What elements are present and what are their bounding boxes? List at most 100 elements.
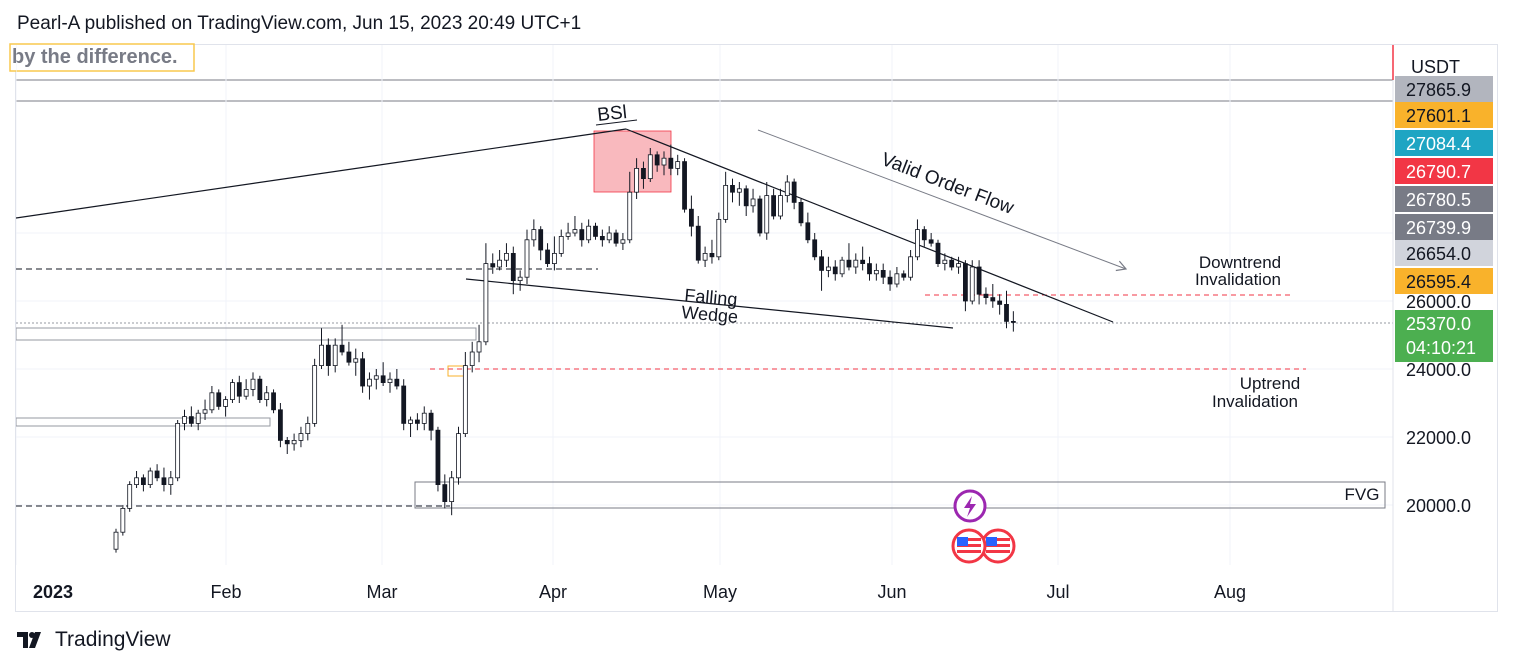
candle <box>983 293 989 299</box>
candle <box>654 154 660 166</box>
fvg-zone <box>414 481 1386 509</box>
bsl-underline <box>595 119 638 126</box>
candle <box>284 439 290 445</box>
candle <box>976 266 982 295</box>
candle <box>271 392 276 411</box>
candle <box>298 433 304 441</box>
candle <box>641 167 646 179</box>
candle <box>140 477 146 485</box>
candle <box>963 263 968 302</box>
candle <box>497 259 503 268</box>
candle <box>127 484 133 509</box>
note-text: by the difference. <box>12 46 178 68</box>
supply-zone <box>16 327 477 341</box>
order-block <box>447 365 465 377</box>
candle <box>449 477 455 502</box>
candle <box>675 161 681 169</box>
candle <box>243 388 249 397</box>
candle <box>216 392 222 407</box>
candle <box>435 429 441 486</box>
candle <box>593 225 598 237</box>
price-label-bg <box>1395 214 1493 240</box>
candle <box>757 198 763 234</box>
candle <box>689 208 694 227</box>
candle <box>223 399 229 407</box>
candle <box>798 201 804 224</box>
downtrend-invalidation-label: Invalidation <box>1195 270 1281 289</box>
order-flow-arrow <box>757 129 1128 272</box>
candle <box>997 300 1003 305</box>
candle <box>736 188 742 193</box>
candle <box>867 263 872 275</box>
candle <box>915 229 920 258</box>
candle <box>805 222 811 241</box>
candle <box>462 365 468 435</box>
x-tick-label: May <box>703 582 737 602</box>
candle <box>709 252 715 258</box>
candle <box>839 259 845 275</box>
price-label-bg <box>1395 240 1493 266</box>
candle <box>661 157 667 166</box>
candle <box>332 344 338 367</box>
candle <box>264 392 270 400</box>
lightning-icon[interactable] <box>953 489 987 523</box>
candle <box>182 416 187 424</box>
candle <box>702 252 708 261</box>
x-tick-label: Jul <box>1046 582 1069 602</box>
chart-frame <box>15 44 1498 612</box>
plot-area <box>16 45 1393 565</box>
price-axis[interactable]: 26000.0 24000.0 22000.0 20000.0 27865.9 27601… <box>1395 76 1493 516</box>
price-label: 26790.7 <box>1406 162 1471 182</box>
note-box: by the difference. <box>9 43 195 72</box>
countdown-timer: 04:10:21 <box>1406 338 1476 358</box>
candle <box>257 378 263 401</box>
candle <box>277 409 283 441</box>
publisher-line: Pearl-A published on TradingView.com, Ju… <box>17 13 582 34</box>
bsl-label: BSl <box>596 102 628 126</box>
wedge-label: Wedge <box>681 302 739 327</box>
candle <box>832 266 838 275</box>
candle <box>305 422 311 434</box>
candle <box>750 198 756 207</box>
candle <box>147 470 153 486</box>
candle <box>579 229 585 241</box>
candle <box>942 259 948 265</box>
candle <box>188 416 194 424</box>
candle <box>558 235 564 254</box>
candle <box>887 276 893 285</box>
price-label-bg <box>1395 186 1493 212</box>
candle <box>353 358 359 363</box>
candle <box>175 422 181 479</box>
candle <box>469 351 475 367</box>
currency-label: USDT <box>1411 57 1460 77</box>
candle <box>250 378 256 390</box>
candle <box>414 419 420 424</box>
candle <box>312 365 318 424</box>
candle <box>134 477 139 485</box>
candle <box>476 341 482 353</box>
candle <box>894 273 900 285</box>
candle <box>990 297 996 302</box>
uptrend-invalidation-label: Invalidation <box>1212 392 1298 411</box>
us-flag-icon[interactable] <box>980 528 1016 564</box>
time-axis[interactable]: 2023 Feb Mar Apr May Jun Jul Aug <box>33 582 1246 602</box>
candle <box>483 263 489 343</box>
y-tick-label: 26000.0 <box>1406 292 1471 312</box>
candle <box>647 154 653 180</box>
falling-label: Falling <box>684 285 739 310</box>
candle <box>695 225 701 261</box>
footer: TradingView <box>17 628 171 652</box>
candle <box>510 252 516 281</box>
demand-zone <box>16 417 271 427</box>
us-flag-icon[interactable] <box>951 528 987 564</box>
candle <box>209 392 215 411</box>
candle <box>599 235 605 241</box>
candle <box>346 351 352 363</box>
candle <box>154 470 160 479</box>
candle <box>764 195 770 234</box>
candle <box>634 167 639 193</box>
candle <box>613 232 619 244</box>
candle <box>620 239 626 244</box>
candle <box>928 239 934 244</box>
